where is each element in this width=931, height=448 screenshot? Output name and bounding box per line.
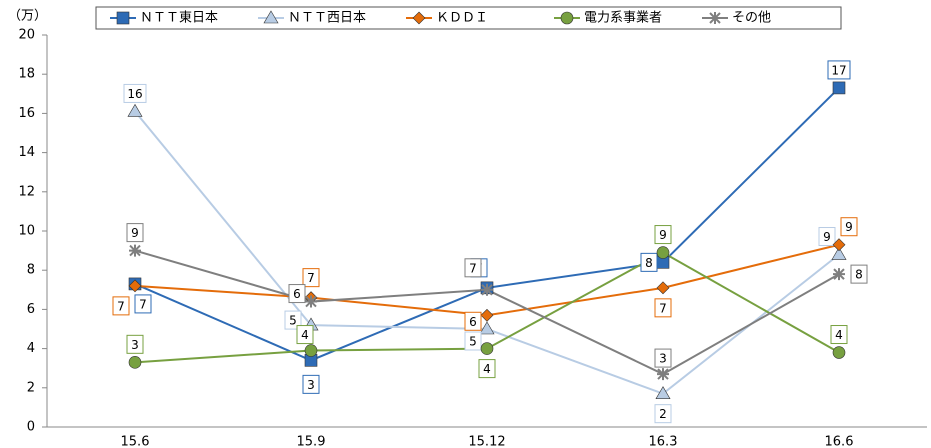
marker — [128, 279, 142, 293]
marker — [480, 308, 494, 322]
value-label-box — [840, 217, 858, 237]
y-unit: （万） — [8, 9, 47, 24]
value-label-box — [296, 325, 314, 345]
y-tick-label: 2 — [27, 380, 35, 395]
marker — [304, 344, 318, 357]
value-label-box — [818, 227, 836, 247]
value-label: 4 — [483, 362, 491, 376]
x-tick-label: 15.12 — [468, 435, 505, 448]
value-label: 9 — [845, 220, 853, 234]
marker — [560, 11, 574, 25]
legend-label: ＮＴＴ東日本 — [140, 10, 218, 26]
value-label-box — [464, 258, 482, 278]
marker — [127, 103, 143, 117]
value-label-box — [464, 311, 482, 331]
marker — [833, 268, 845, 281]
marker — [832, 81, 846, 95]
value-label: 7 — [659, 301, 667, 315]
marker — [481, 283, 493, 296]
value-label: 3 — [131, 338, 139, 352]
y-tick-label: 20 — [18, 28, 35, 43]
value-label: 17 — [831, 63, 846, 77]
value-label: 4 — [301, 328, 309, 342]
value-label: 9 — [823, 230, 831, 244]
value-label: 7 — [307, 271, 315, 285]
x-tick-label: 16.3 — [649, 435, 678, 448]
value-label-box — [827, 60, 851, 80]
value-label-box — [640, 252, 658, 272]
legend-label: その他 — [732, 11, 771, 26]
marker — [832, 238, 846, 252]
value-label: 7 — [139, 297, 147, 311]
value-label-box — [123, 83, 147, 103]
value-label: 3 — [307, 378, 315, 392]
value-label: 7 — [117, 299, 125, 313]
value-label: 2 — [659, 407, 667, 421]
value-label-box — [850, 264, 868, 284]
value-label-box — [478, 359, 496, 379]
value-label-box — [654, 298, 672, 318]
x-tick-label: 15.6 — [121, 435, 150, 448]
value-label-box — [464, 331, 482, 351]
value-label-box — [126, 334, 144, 354]
marker — [263, 10, 279, 24]
value-label: 4 — [835, 328, 843, 342]
value-label: 3 — [659, 352, 667, 366]
value-label-box — [112, 296, 130, 316]
value-label-box — [134, 294, 152, 314]
legend-label: ＮＴＴ西日本 — [288, 11, 366, 26]
value-label-box — [288, 284, 306, 304]
value-label-box — [126, 223, 144, 243]
value-label: 9 — [659, 228, 667, 242]
marker — [655, 386, 671, 399]
value-label-box — [284, 310, 302, 330]
value-label: 7 — [469, 261, 477, 275]
value-label: 6 — [469, 315, 477, 329]
value-label-box — [654, 404, 672, 424]
value-label: 5 — [289, 314, 297, 328]
marker — [709, 12, 721, 24]
x-tick-label: 16.6 — [825, 435, 854, 448]
series-line — [134, 243, 840, 317]
legend-box — [95, 6, 842, 30]
marker — [656, 246, 670, 259]
value-label-box — [654, 225, 672, 245]
marker — [656, 281, 670, 295]
y-tick-label: 16 — [18, 106, 35, 121]
marker — [832, 346, 846, 359]
value-label: 8 — [855, 268, 863, 282]
marker — [831, 246, 847, 260]
y-tick-label: 4 — [27, 341, 35, 356]
value-label: 9 — [131, 226, 139, 240]
y-tick-label: 0 — [27, 420, 35, 435]
value-label: 16 — [127, 87, 142, 101]
y-tick-label: 12 — [18, 184, 35, 199]
value-label-box — [830, 325, 848, 345]
marker — [657, 368, 669, 381]
marker — [128, 356, 142, 369]
legend-label: 電力系事業者 — [584, 10, 662, 26]
marker — [412, 11, 426, 25]
y-tick-label: 14 — [18, 145, 35, 160]
y-tick-label: 10 — [18, 224, 35, 239]
marker — [129, 244, 141, 257]
marker — [305, 295, 317, 308]
value-label: 8 — [645, 256, 653, 270]
y-tick-label: 8 — [27, 263, 35, 278]
value-label-box — [302, 268, 320, 288]
marker — [116, 11, 130, 25]
x-tick-label: 15.9 — [297, 435, 326, 448]
marker — [480, 342, 494, 355]
value-label: 5 — [469, 335, 477, 349]
value-label: 6 — [293, 287, 301, 301]
legend-label: ＫＤＤＩ — [436, 11, 488, 26]
y-tick-label: 18 — [18, 67, 35, 82]
value-label-box — [302, 374, 320, 394]
marker — [479, 321, 495, 335]
y-tick-label: 6 — [27, 302, 35, 317]
value-label-box — [654, 348, 672, 368]
